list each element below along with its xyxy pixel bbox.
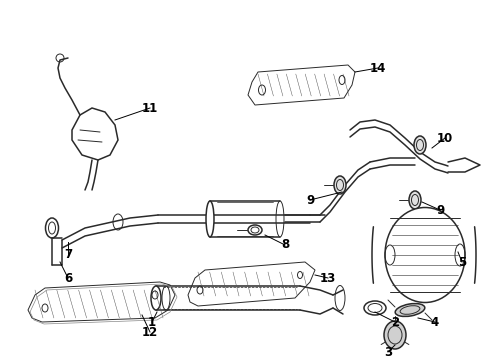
Ellipse shape bbox=[206, 201, 214, 237]
Ellipse shape bbox=[385, 207, 465, 302]
Polygon shape bbox=[248, 65, 355, 105]
Polygon shape bbox=[188, 262, 315, 306]
Text: 12: 12 bbox=[142, 325, 158, 338]
Text: 4: 4 bbox=[431, 315, 439, 328]
Ellipse shape bbox=[395, 303, 425, 316]
Polygon shape bbox=[72, 108, 118, 160]
Text: 11: 11 bbox=[142, 102, 158, 114]
Text: 9: 9 bbox=[306, 194, 314, 207]
Text: 1: 1 bbox=[148, 315, 156, 328]
Ellipse shape bbox=[414, 136, 426, 154]
Polygon shape bbox=[28, 282, 175, 322]
Text: 3: 3 bbox=[384, 346, 392, 359]
Ellipse shape bbox=[384, 321, 406, 349]
Text: 9: 9 bbox=[436, 203, 444, 216]
Text: 6: 6 bbox=[64, 271, 72, 284]
Text: 5: 5 bbox=[458, 256, 466, 269]
Text: 7: 7 bbox=[64, 248, 72, 261]
Text: 8: 8 bbox=[281, 238, 289, 252]
Ellipse shape bbox=[334, 176, 346, 194]
Text: 14: 14 bbox=[370, 62, 386, 75]
Text: 13: 13 bbox=[320, 271, 336, 284]
Text: 10: 10 bbox=[437, 131, 453, 144]
Text: 2: 2 bbox=[391, 315, 399, 328]
Ellipse shape bbox=[409, 191, 421, 209]
Ellipse shape bbox=[151, 286, 161, 310]
